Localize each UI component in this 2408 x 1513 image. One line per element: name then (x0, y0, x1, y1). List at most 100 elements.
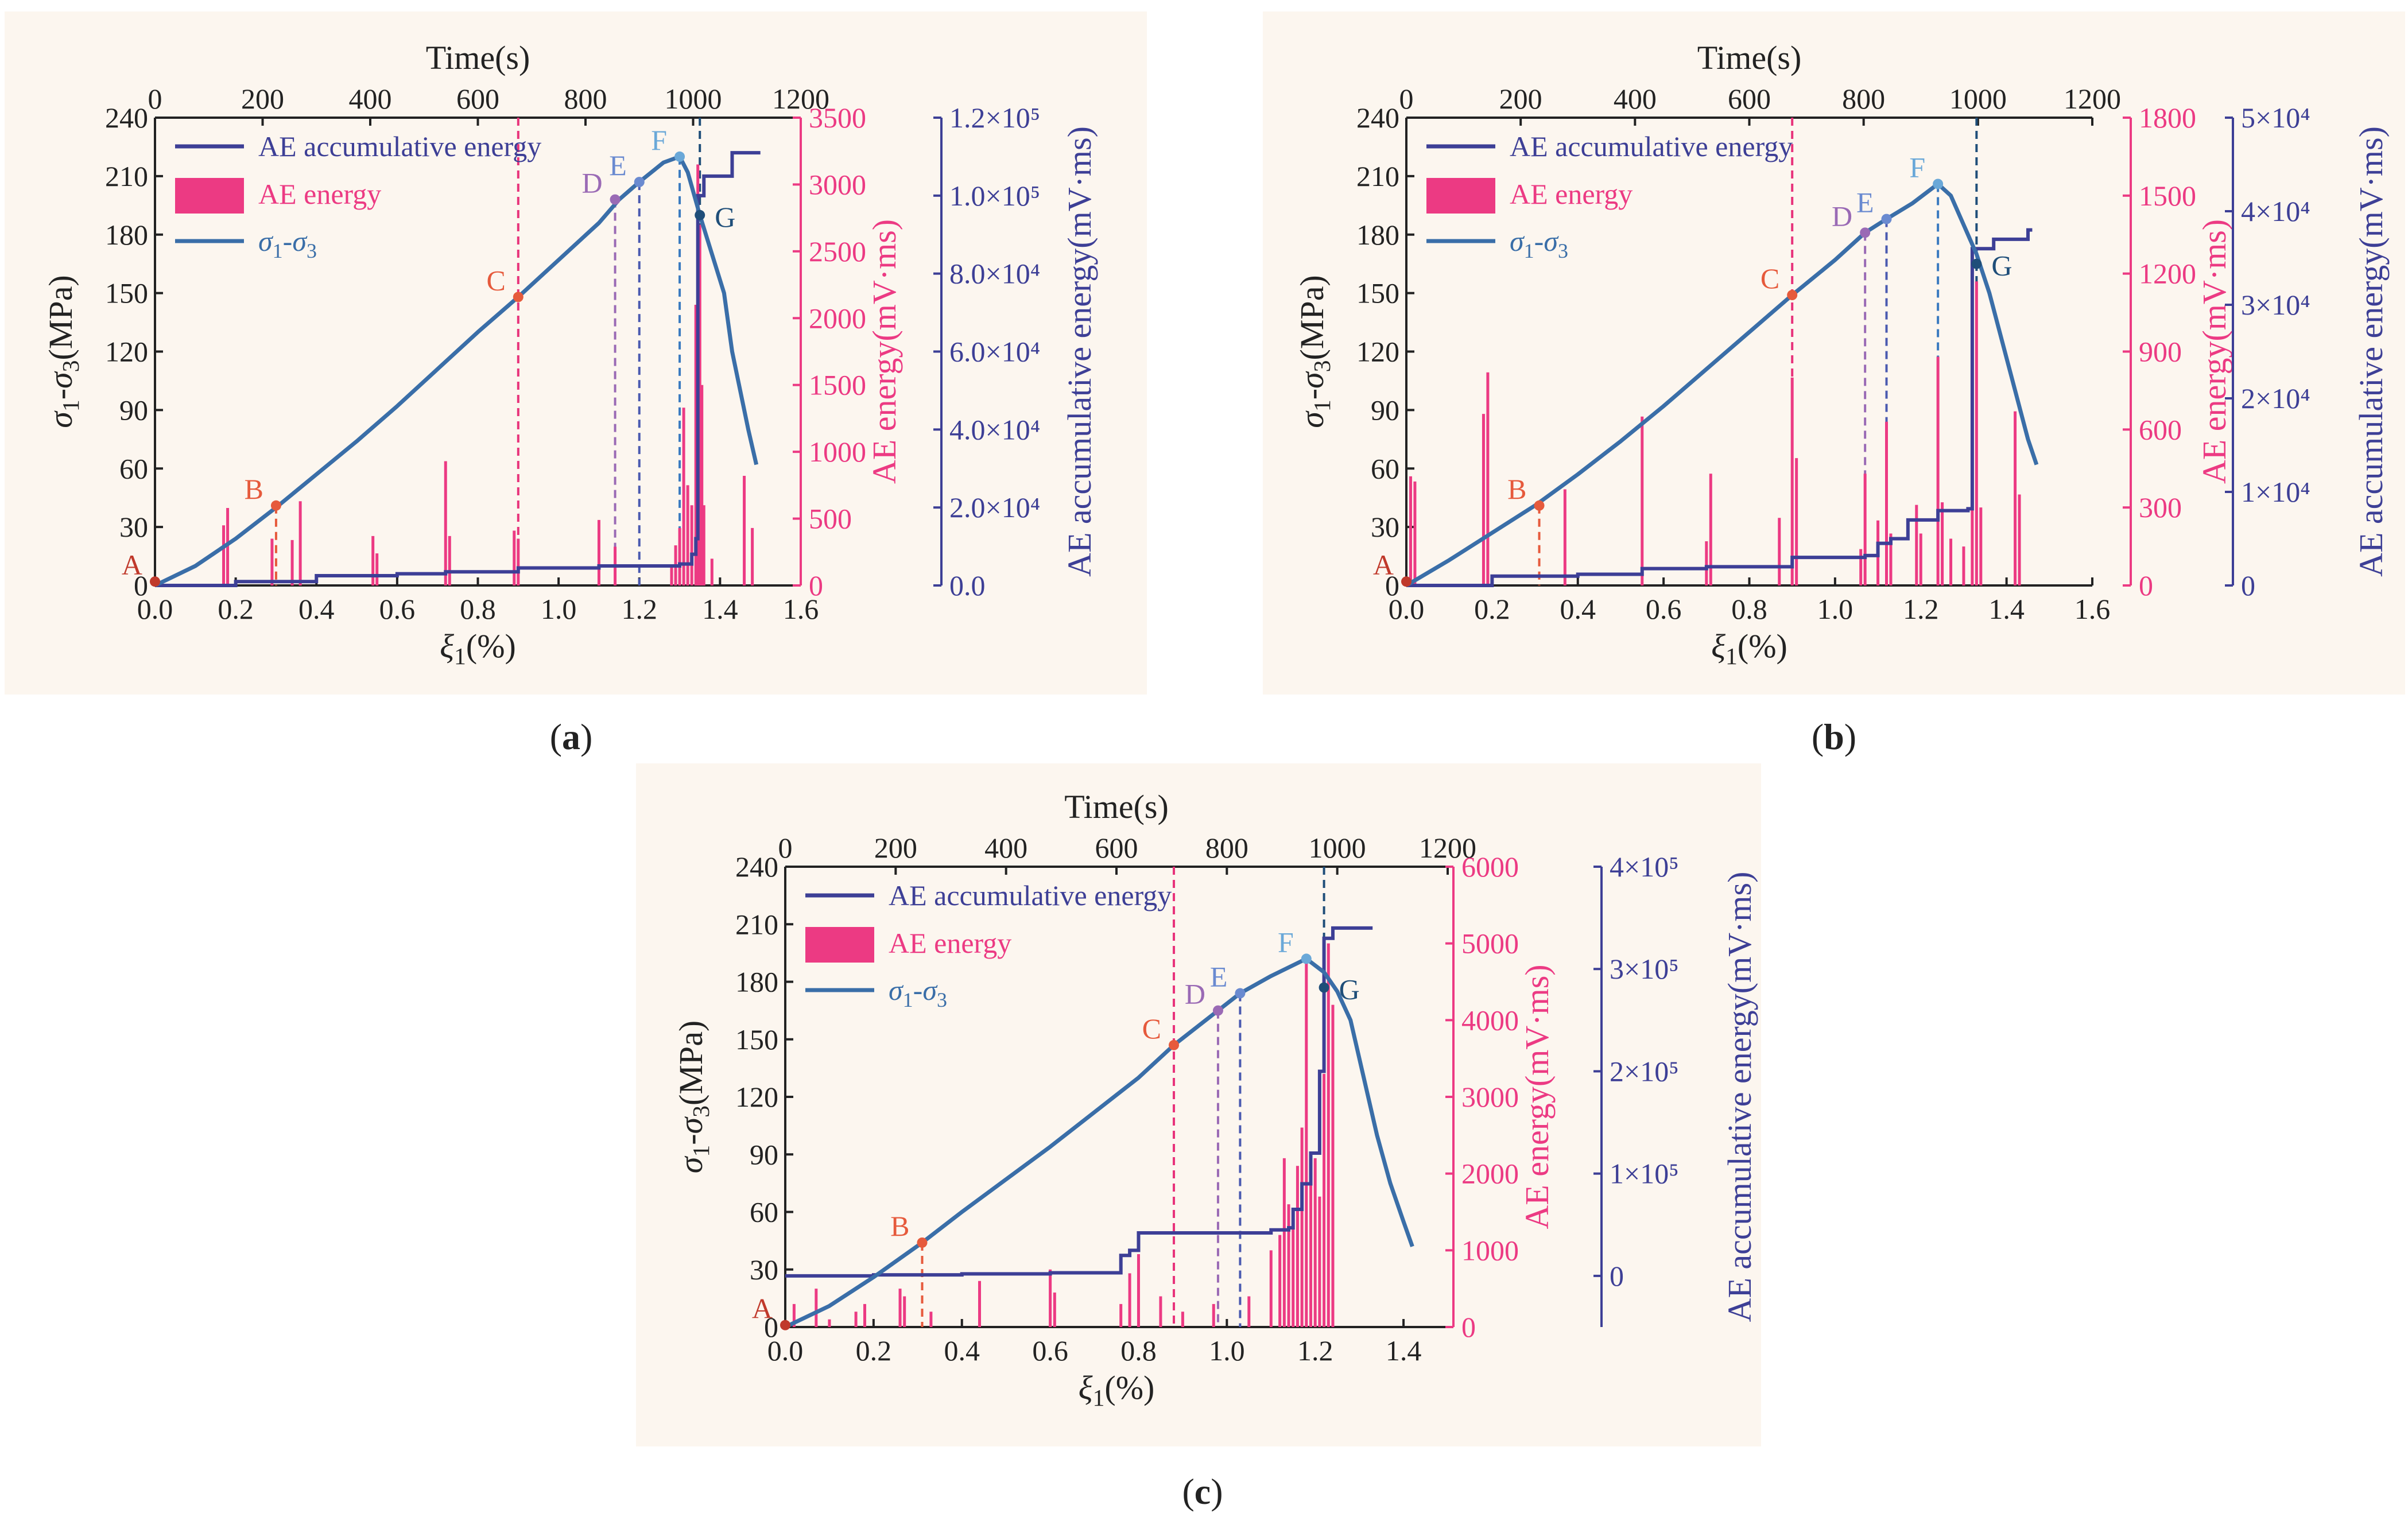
y2-tick-label: 500 (809, 503, 852, 535)
y2-tick-label: 3000 (809, 168, 866, 200)
stage-point-G (1319, 982, 1329, 993)
y2-tick-label: 1000 (1461, 1234, 1519, 1266)
x-tick-label: 1.4 (1988, 593, 2025, 625)
y2-tick-label: 0 (809, 569, 823, 602)
stage-label-G: G (1991, 250, 2012, 282)
y3-axis-label: AE accumulative energy(mV·ms) (2352, 126, 2390, 577)
stage-label-D: D (1185, 978, 1205, 1010)
stage-point-B (917, 1237, 928, 1248)
panel-caption: (c) (1182, 1471, 1223, 1512)
stage-label-B: B (1507, 473, 1526, 505)
x-tick-label: 1.2 (1297, 1334, 1333, 1367)
y2-axis-label: AE energy(mV·ms) (866, 219, 903, 484)
stage-label-C: C (486, 264, 505, 296)
legend-label-stress: σ1​-σ3​ (1510, 225, 1568, 262)
legend-label-cumulative: AE accumulative energy (889, 879, 1172, 911)
y-tick-label: 60 (119, 452, 148, 484)
legend-label-stress: σ1​-σ3​ (889, 974, 947, 1011)
stage-label-C: C (1142, 1012, 1161, 1045)
stage-label-E: E (609, 149, 627, 181)
time-tick-label: 800 (564, 83, 607, 115)
stress-line (154, 154, 759, 588)
y2-tick-label: 600 (2139, 413, 2182, 445)
panel-caption: (a) (550, 716, 593, 757)
time-tick-label: 0 (148, 83, 162, 115)
stress-line (784, 956, 1414, 1329)
y-tick-label: 0 (134, 569, 148, 602)
time-tick-label: 400 (349, 83, 392, 115)
time-tick-label: 0 (1399, 83, 1414, 115)
stage-point-D (1212, 1005, 1223, 1016)
y-tick-label: 60 (750, 1196, 778, 1228)
time-tick-label: 1200 (772, 83, 829, 115)
x-tick-label: 0.2 (1474, 593, 1510, 625)
x-tick-label: 0.6 (1646, 593, 1682, 625)
stage-point-G (1971, 258, 1982, 269)
y-tick-label: 240 (1356, 102, 1399, 134)
y2-axis-label: AE energy(mV·ms) (1518, 964, 1556, 1229)
x-tick-label: 0.2 (218, 593, 254, 625)
legend-label-ae-energy: AE energy (889, 927, 1011, 959)
stage-label-D: D (581, 167, 602, 199)
chart-panel-b: 0.0 0.2 0.4 0.6 0.8 1.0 1.2 1.4 1.6 ξ1​(%) 0 200 400… (1263, 11, 2405, 757)
x-tick-label: 0.4 (944, 1334, 980, 1367)
x-tick-label: 0.6 (379, 593, 416, 625)
y2-tick-label: 1500 (2139, 180, 2196, 212)
stage-label-E: E (1856, 187, 1874, 219)
legend-label-cumulative: AE accumulative energy (1510, 130, 1793, 162)
stage-label-B: B (890, 1210, 909, 1242)
y2-tick-label: 0 (2139, 569, 2153, 602)
y3-tick-label: 1×10⁵ (1610, 1158, 1679, 1190)
stage-label-G: G (1339, 973, 1360, 1006)
y2-tick-label: 3500 (809, 102, 866, 134)
stage-label-A: A (122, 549, 142, 581)
y-tick-label: 30 (750, 1254, 778, 1286)
y2-tick-label: 900 (2139, 336, 2182, 368)
y2-tick-label: 3000 (1461, 1081, 1519, 1113)
x-tick-label: 1.0 (541, 593, 577, 625)
y2-tick-label: 1800 (2139, 102, 2196, 134)
x-tick-label: 0.4 (298, 593, 335, 625)
x-axis-label: ξ1​(%) (1711, 627, 1787, 670)
x-tick-label: 1.6 (783, 593, 819, 625)
y-tick-label: 90 (750, 1138, 778, 1170)
y-axis-label: σ1​-σ3​(MPa) (1293, 275, 1336, 428)
y3-tick-label: 1×10⁴ (2241, 476, 2310, 508)
y-tick-label: 90 (119, 394, 148, 426)
x-tick-label: 0.0 (1389, 593, 1425, 625)
time-tick-label: 200 (874, 832, 917, 864)
legend-swatch-ae-energy (175, 178, 244, 214)
stage-point-F (1933, 179, 1944, 189)
time-tick-label: 200 (241, 83, 284, 115)
ae-cumulative-line (155, 151, 761, 587)
y-tick-label: 120 (105, 336, 148, 368)
stage-point-A (150, 576, 160, 587)
time-tick-label: 1200 (2064, 83, 2121, 115)
stage-label-F: F (1278, 926, 1294, 958)
stage-label-G: G (715, 201, 735, 233)
y2-tick-label: 300 (2139, 491, 2182, 523)
time-tick-label: 1000 (1949, 83, 2007, 115)
y-tick-label: 240 (735, 851, 778, 883)
time-axis-label: Time(s) (1064, 788, 1169, 825)
x-axis-label: ξ1​(%) (440, 627, 516, 670)
stage-point-B (1534, 500, 1545, 511)
y-tick-label: 0 (764, 1311, 778, 1343)
stage-point-F (1301, 953, 1312, 964)
y3-tick-label: 4×10⁴ (2241, 195, 2310, 227)
time-axis-label: Time(s) (1697, 39, 1802, 76)
x-tick-label: 0.0 (137, 593, 173, 625)
y3-tick-label: 4.0×10⁴ (949, 413, 1040, 445)
stage-label-F: F (651, 124, 667, 156)
x-tick-label: 1.2 (1903, 593, 1939, 625)
y-tick-label: 120 (1356, 336, 1399, 368)
y-tick-label: 150 (735, 1023, 778, 1056)
x-tick-label: 1.0 (1209, 1334, 1245, 1367)
stage-point-C (513, 292, 524, 302)
chart-panel-a: 0.0 0.2 0.4 0.6 0.8 1.0 1.2 1.4 1.6 ξ1​(%) 0 200 400… (5, 11, 1147, 757)
y-tick-label: 90 (1371, 394, 1399, 426)
y3-tick-label: 4×10⁵ (1610, 851, 1679, 883)
y-tick-label: 30 (1371, 511, 1399, 543)
y-tick-label: 180 (105, 219, 148, 251)
